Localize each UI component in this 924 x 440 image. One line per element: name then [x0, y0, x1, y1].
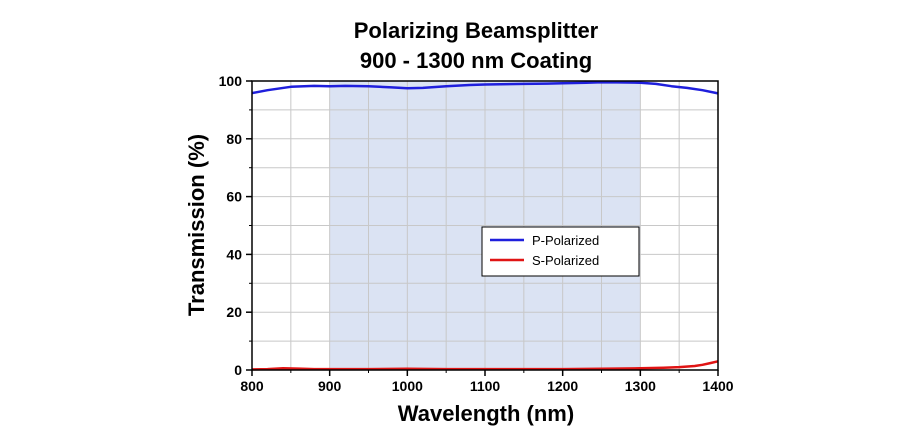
chart-title-line-2: 900 - 1300 nm Coating — [360, 48, 592, 73]
legend-box — [481, 226, 640, 277]
y-axis-title: Transmission (%) — [184, 134, 209, 316]
x-tick-label: 1000 — [392, 378, 423, 394]
x-axis-title: Wavelength (nm) — [398, 401, 574, 426]
y-tick-label: 0 — [234, 362, 242, 378]
x-tick-label: 1400 — [702, 378, 733, 394]
legend-label-p-polarized: P-Polarized — [532, 233, 599, 248]
y-tick-label: 20 — [226, 304, 242, 320]
chart-title-line-1: Polarizing Beamsplitter — [354, 18, 599, 43]
x-tick-label: 900 — [318, 378, 342, 394]
legend-label-s-polarized: S-Polarized — [532, 253, 599, 268]
series-line-s-polarized — [251, 360, 719, 371]
y-tick-label: 100 — [219, 73, 243, 89]
x-tick-label: 1200 — [547, 378, 578, 394]
y-tick-label: 40 — [226, 246, 242, 262]
y-tick-label: 60 — [226, 189, 242, 205]
y-tick-label: 80 — [226, 131, 242, 147]
x-tick-label: 800 — [240, 378, 264, 394]
series-line-p-polarized — [251, 80, 719, 95]
x-tick-label: 1300 — [625, 378, 656, 394]
x-tick-label: 1100 — [470, 378, 501, 394]
